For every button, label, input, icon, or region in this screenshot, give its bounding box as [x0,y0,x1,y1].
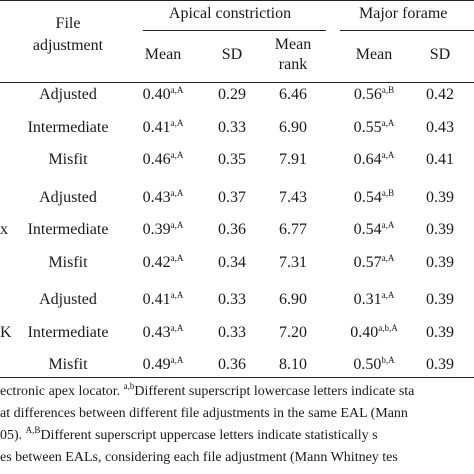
group-label-3: K [0,324,12,341]
ac-mean-rank-heading-line1: Mean [274,36,312,53]
ac-sd-heading: SD [221,46,243,63]
ac-sd-cell: 0.33 [218,291,246,308]
mf-sd-heading: SD [429,46,451,63]
row-adjustment: Intermediate [27,119,109,136]
ac-sd-cell: 0.37 [218,189,246,206]
header-top-rule [0,0,474,1]
ac-rank-cell: 7.20 [279,324,307,341]
ac-rank-cell: 6.90 [279,119,307,136]
row-adjustment: Adjusted [39,291,97,308]
mf-mean-cell: 0.54a,B [353,188,395,206]
ac-sd-cell: 0.36 [218,356,246,373]
ac-mean-cell: 0.42a,A [142,253,184,271]
row-adjustment: Misfit [48,151,88,168]
row-adjustment: Intermediate [27,324,109,341]
apical-group-rule [143,30,326,31]
mf-sd-cell: 0.41 [426,151,454,168]
footnote-line-3: 05). A,BDifferent superscript uppercase … [0,425,378,443]
ac-mean-cell: 0.43a,A [142,188,184,206]
ac-sd-cell: 0.33 [218,119,246,136]
ac-mean-cell: 0.46a,A [142,150,184,168]
ac-mean-rank-heading: Mean rank [275,35,311,75]
mf-sd-cell: 0.42 [426,86,454,103]
mf-mean-cell: 0.50b,A [353,355,395,373]
mf-mean-cell: 0.31a,A [353,290,395,308]
mf-sd-cell: 0.43 [426,119,454,136]
major-foramen-heading: Major forame [359,5,448,22]
ac-sd-cell: 0.29 [218,86,246,103]
ac-mean-heading: Mean [144,46,182,63]
footnote-line-4: es between EALs, considering each file a… [0,450,398,465]
mf-mean-cell: 0.55a,A [353,118,395,136]
mf-sd-cell: 0.39 [426,324,454,341]
file-adjustment-heading-line2: adjustment [32,37,104,54]
mf-sd-cell: 0.39 [426,221,454,238]
table-bottom-rule [0,377,474,378]
ac-mean-cell: 0.39a,A [142,220,184,238]
row-adjustment: Misfit [48,356,88,373]
mf-sd-cell: 0.39 [426,356,454,373]
ac-mean-cell: 0.41a,A [142,290,184,308]
file-adjustment-heading-line1: File [55,15,81,32]
ac-rank-cell: 8.10 [279,356,307,373]
footnote-line-2: at differences between different file ad… [0,406,408,421]
file-adjustment-heading: File adjustment [33,13,103,57]
ac-mean-cell: 0.40a,A [142,85,184,103]
row-adjustment: Misfit [48,254,88,271]
group-label-2: x [0,221,8,238]
mf-mean-cell: 0.56a,B [353,85,395,103]
foramen-group-rule [340,30,474,31]
ac-mean-cell: 0.43a,A [142,323,184,341]
ac-sd-cell: 0.34 [218,254,246,271]
ac-sd-cell: 0.36 [218,221,246,238]
header-bottom-rule [0,82,474,83]
ac-mean-rank-heading-line2: rank [278,56,308,73]
mf-mean-heading: Mean [355,46,393,63]
mf-mean-cell: 0.57a,A [353,253,395,271]
ac-mean-cell: 0.41a,A [142,118,184,136]
ac-sd-cell: 0.33 [218,324,246,341]
mf-sd-cell: 0.39 [426,254,454,271]
ac-rank-cell: 7.91 [279,151,307,168]
ac-rank-cell: 7.31 [279,254,307,271]
ac-rank-cell: 6.90 [279,291,307,308]
mf-sd-cell: 0.39 [426,189,454,206]
ac-rank-cell: 6.46 [279,86,307,103]
row-adjustment: Intermediate [27,221,109,238]
mf-mean-cell: 0.64a,A [353,150,395,168]
footnote-line-1: ectronic apex locator. a,bDifferent supe… [0,381,415,399]
row-adjustment: Adjusted [39,86,97,103]
ac-sd-cell: 0.35 [218,151,246,168]
ac-mean-cell: 0.49a,A [142,355,184,373]
row-adjustment: Adjusted [39,189,97,206]
ac-rank-cell: 7.43 [279,189,307,206]
mf-mean-cell: 0.40a,b,A [350,323,398,341]
mf-sd-cell: 0.39 [426,291,454,308]
mf-mean-cell: 0.54a,A [353,220,395,238]
apical-constriction-heading: Apical constriction [168,5,292,22]
ac-rank-cell: 6.77 [279,221,307,238]
